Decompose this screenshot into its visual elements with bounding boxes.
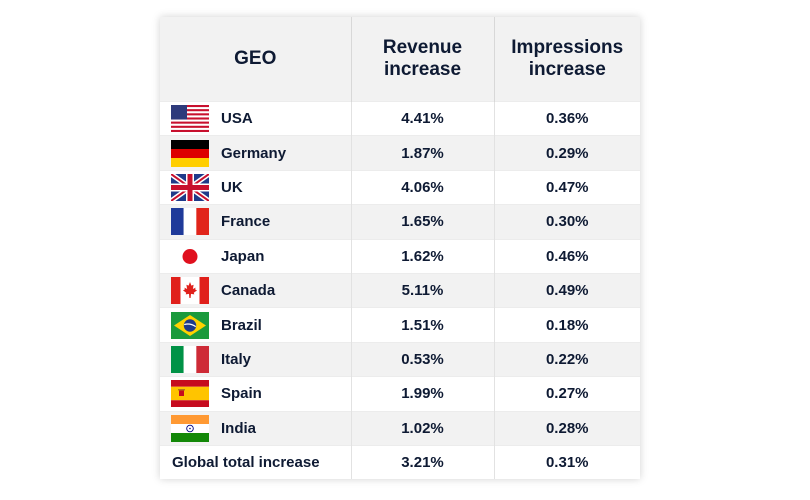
- geo-cell: Italy: [160, 341, 352, 377]
- total-impressions-value: 0.31%: [494, 444, 640, 480]
- geo-cell: USA: [160, 100, 352, 136]
- table-row: UK 4.06% 0.47%: [160, 169, 640, 205]
- table-header-row: GEO Revenue increase Impressions increas…: [160, 17, 640, 102]
- total-row: Global total increase 3.21% 0.31%: [160, 444, 640, 480]
- revenue-value: 1.62%: [351, 238, 495, 274]
- japan-flag-icon: [171, 242, 209, 270]
- impressions-value: 0.47%: [494, 169, 640, 205]
- geo-cell: Japan: [160, 238, 352, 274]
- impressions-value: 0.36%: [494, 100, 640, 136]
- revenue-value: 1.51%: [351, 307, 495, 343]
- table-row: USA 4.41% 0.36%: [160, 100, 640, 136]
- impressions-value: 0.46%: [494, 238, 640, 274]
- country-name: Italy: [221, 350, 252, 368]
- canada-flag-icon: [171, 277, 209, 305]
- geo-cell: Canada: [160, 272, 352, 308]
- geo-increase-table-card: GEO Revenue increase Impressions increas…: [160, 17, 640, 480]
- geo-cell: Germany: [160, 135, 352, 171]
- country-name: Spain: [221, 385, 262, 403]
- revenue-value: 1.65%: [351, 204, 495, 240]
- impressions-value: 0.49%: [494, 272, 640, 308]
- revenue-column-header: Revenue increase: [351, 17, 495, 102]
- country-name: Brazil: [221, 316, 262, 334]
- table-row: Germany 1.87% 0.29%: [160, 135, 640, 171]
- country-name: Japan: [221, 247, 265, 265]
- table-row: France 1.65% 0.30%: [160, 204, 640, 240]
- geo-cell: Brazil: [160, 307, 352, 343]
- country-name: USA: [221, 110, 253, 128]
- italy-flag-icon: [171, 345, 209, 373]
- geo-cell: Spain: [160, 376, 352, 412]
- table-row: Brazil 1.51% 0.18%: [160, 307, 640, 343]
- impressions-value: 0.29%: [494, 135, 640, 171]
- country-name: UK: [221, 178, 243, 196]
- impressions-column-header: Impressions increase: [494, 17, 640, 102]
- geo-cell: France: [160, 204, 352, 240]
- us-flag-icon: [171, 105, 209, 133]
- germany-flag-icon: [171, 139, 209, 167]
- revenue-value: 5.11%: [351, 272, 495, 308]
- table-row: India 1.02% 0.28%: [160, 410, 640, 446]
- geo-cell: India: [160, 410, 352, 446]
- revenue-value: 0.53%: [351, 341, 495, 377]
- total-revenue-value: 3.21%: [351, 444, 495, 480]
- spain-flag-icon: [171, 380, 209, 408]
- country-name: France: [221, 213, 271, 231]
- country-name: Germany: [221, 144, 287, 162]
- revenue-value: 1.02%: [351, 410, 495, 446]
- revenue-value: 4.06%: [351, 169, 495, 205]
- revenue-value: 4.41%: [351, 100, 495, 136]
- country-name: India: [221, 419, 257, 437]
- brazil-flag-icon: [171, 311, 209, 339]
- revenue-value: 1.87%: [351, 135, 495, 171]
- impressions-value: 0.18%: [494, 307, 640, 343]
- impressions-value: 0.30%: [494, 204, 640, 240]
- total-label: Global total increase: [160, 444, 352, 480]
- table-row: Spain 1.99% 0.27%: [160, 376, 640, 412]
- country-name: Canada: [221, 282, 276, 300]
- geo-column-header: GEO: [160, 17, 352, 102]
- table-row: Japan 1.62% 0.46%: [160, 238, 640, 274]
- impressions-value: 0.28%: [494, 410, 640, 446]
- france-flag-icon: [171, 208, 209, 236]
- geo-increase-table: GEO Revenue increase Impressions increas…: [160, 17, 640, 480]
- revenue-value: 1.99%: [351, 376, 495, 412]
- table-row: Canada 5.11% 0.49%: [160, 272, 640, 308]
- impressions-value: 0.27%: [494, 376, 640, 412]
- geo-cell: UK: [160, 169, 352, 205]
- impressions-value: 0.22%: [494, 341, 640, 377]
- table-row: Italy 0.53% 0.22%: [160, 341, 640, 377]
- india-flag-icon: [171, 414, 209, 442]
- uk-flag-icon: [171, 173, 209, 201]
